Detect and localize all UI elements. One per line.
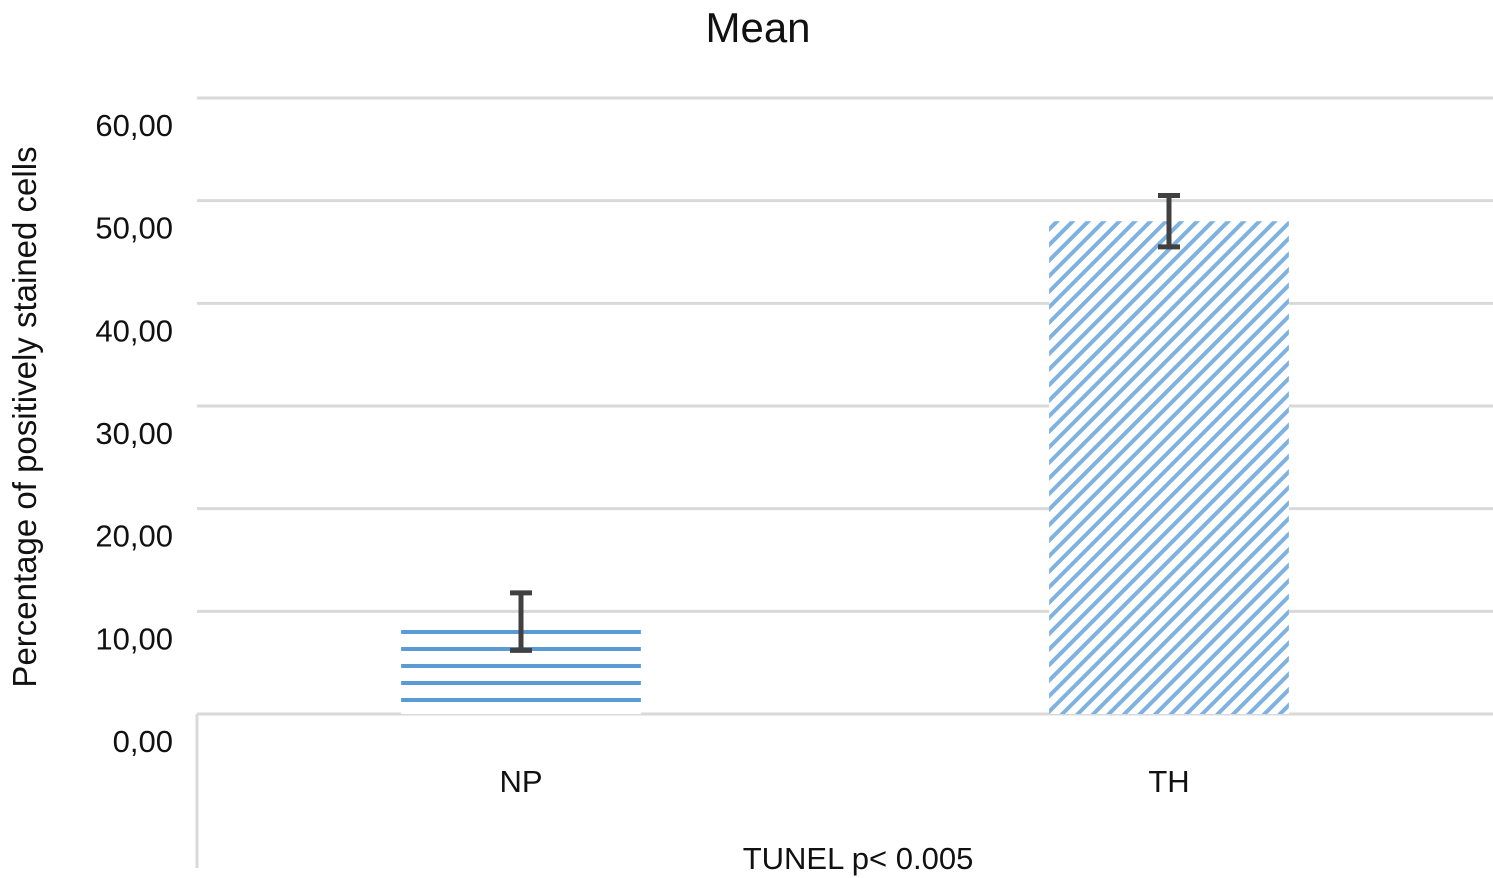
y-tick-label: 60,00 [95, 108, 173, 143]
y-tick-label: 30,00 [95, 416, 173, 451]
chart-title: Mean [705, 4, 810, 51]
category-label-th: TH [1148, 764, 1189, 799]
x-axis-title: TUNEL p< 0.005 [743, 841, 974, 876]
y-tick-label: 40,00 [95, 313, 173, 348]
gridlines [197, 96, 1493, 613]
category-labels: NP TH [499, 764, 1189, 799]
error-bars [510, 193, 1180, 653]
y-axis-title: Percentage of positively stained cells [6, 146, 43, 687]
y-tick-label: 10,00 [95, 621, 173, 656]
bar-th [1049, 221, 1289, 714]
y-tick-label: 0,00 [113, 724, 173, 759]
category-label-np: NP [499, 764, 542, 799]
y-tick-label: 20,00 [95, 519, 173, 554]
y-tick-labels: 0,00 10,00 20,00 30,00 40,00 50,00 60,00 [95, 108, 173, 759]
y-tick-label: 50,00 [95, 211, 173, 246]
bars [401, 221, 1289, 714]
